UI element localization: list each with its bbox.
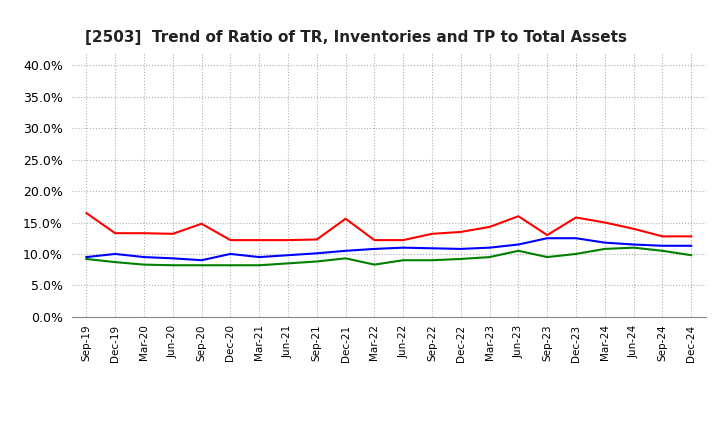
- Trade Receivables: [572, 215, 580, 220]
- Inventories: [341, 248, 350, 253]
- Inventories: [600, 240, 609, 245]
- Trade Payables: [543, 254, 552, 260]
- Trade Receivables: [600, 220, 609, 225]
- Trade Payables: [82, 257, 91, 262]
- Trade Payables: [140, 262, 148, 267]
- Trade Payables: [284, 261, 292, 266]
- Inventories: [658, 243, 667, 249]
- Inventories: [456, 246, 465, 252]
- Inventories: [111, 251, 120, 257]
- Trade Payables: [658, 248, 667, 253]
- Trade Receivables: [485, 224, 494, 230]
- Trade Payables: [168, 263, 177, 268]
- Trade Receivables: [658, 234, 667, 239]
- Trade Receivables: [687, 234, 696, 239]
- Inventories: [428, 246, 436, 251]
- Inventories: [255, 254, 264, 260]
- Inventories: [226, 251, 235, 257]
- Inventories: [82, 254, 91, 260]
- Trade Receivables: [543, 232, 552, 238]
- Inventories: [168, 256, 177, 261]
- Trade Payables: [197, 263, 206, 268]
- Inventories: [687, 243, 696, 249]
- Trade Receivables: [341, 216, 350, 221]
- Inventories: [543, 235, 552, 241]
- Trade Payables: [514, 248, 523, 253]
- Trade Receivables: [399, 238, 408, 243]
- Trade Payables: [255, 263, 264, 268]
- Inventories: [399, 245, 408, 250]
- Trade Receivables: [629, 226, 638, 231]
- Trade Payables: [600, 246, 609, 252]
- Line: Inventories: Inventories: [86, 238, 691, 260]
- Trade Receivables: [255, 238, 264, 243]
- Trade Receivables: [312, 237, 321, 242]
- Inventories: [629, 242, 638, 247]
- Trade Payables: [312, 259, 321, 264]
- Inventories: [370, 246, 379, 252]
- Trade Payables: [572, 251, 580, 257]
- Trade Receivables: [284, 238, 292, 243]
- Inventories: [572, 235, 580, 241]
- Inventories: [312, 251, 321, 256]
- Trade Receivables: [140, 231, 148, 236]
- Trade Receivables: [428, 231, 436, 236]
- Trade Payables: [629, 245, 638, 250]
- Trade Receivables: [82, 210, 91, 216]
- Text: [2503]  Trend of Ratio of TR, Inventories and TP to Total Assets: [2503] Trend of Ratio of TR, Inventories…: [85, 29, 626, 45]
- Inventories: [485, 245, 494, 250]
- Trade Receivables: [514, 213, 523, 219]
- Line: Trade Receivables: Trade Receivables: [86, 213, 691, 240]
- Trade Receivables: [168, 231, 177, 236]
- Trade Receivables: [111, 231, 120, 236]
- Trade Payables: [485, 254, 494, 260]
- Trade Receivables: [456, 229, 465, 235]
- Trade Payables: [428, 257, 436, 263]
- Trade Payables: [456, 257, 465, 262]
- Trade Receivables: [197, 221, 206, 227]
- Trade Receivables: [370, 238, 379, 243]
- Inventories: [514, 242, 523, 247]
- Trade Payables: [111, 260, 120, 265]
- Trade Payables: [399, 257, 408, 263]
- Trade Receivables: [226, 238, 235, 243]
- Line: Trade Payables: Trade Payables: [86, 248, 691, 265]
- Inventories: [284, 253, 292, 258]
- Inventories: [140, 254, 148, 260]
- Trade Payables: [370, 262, 379, 267]
- Inventories: [197, 257, 206, 263]
- Trade Payables: [341, 256, 350, 261]
- Trade Payables: [687, 253, 696, 258]
- Trade Payables: [226, 263, 235, 268]
